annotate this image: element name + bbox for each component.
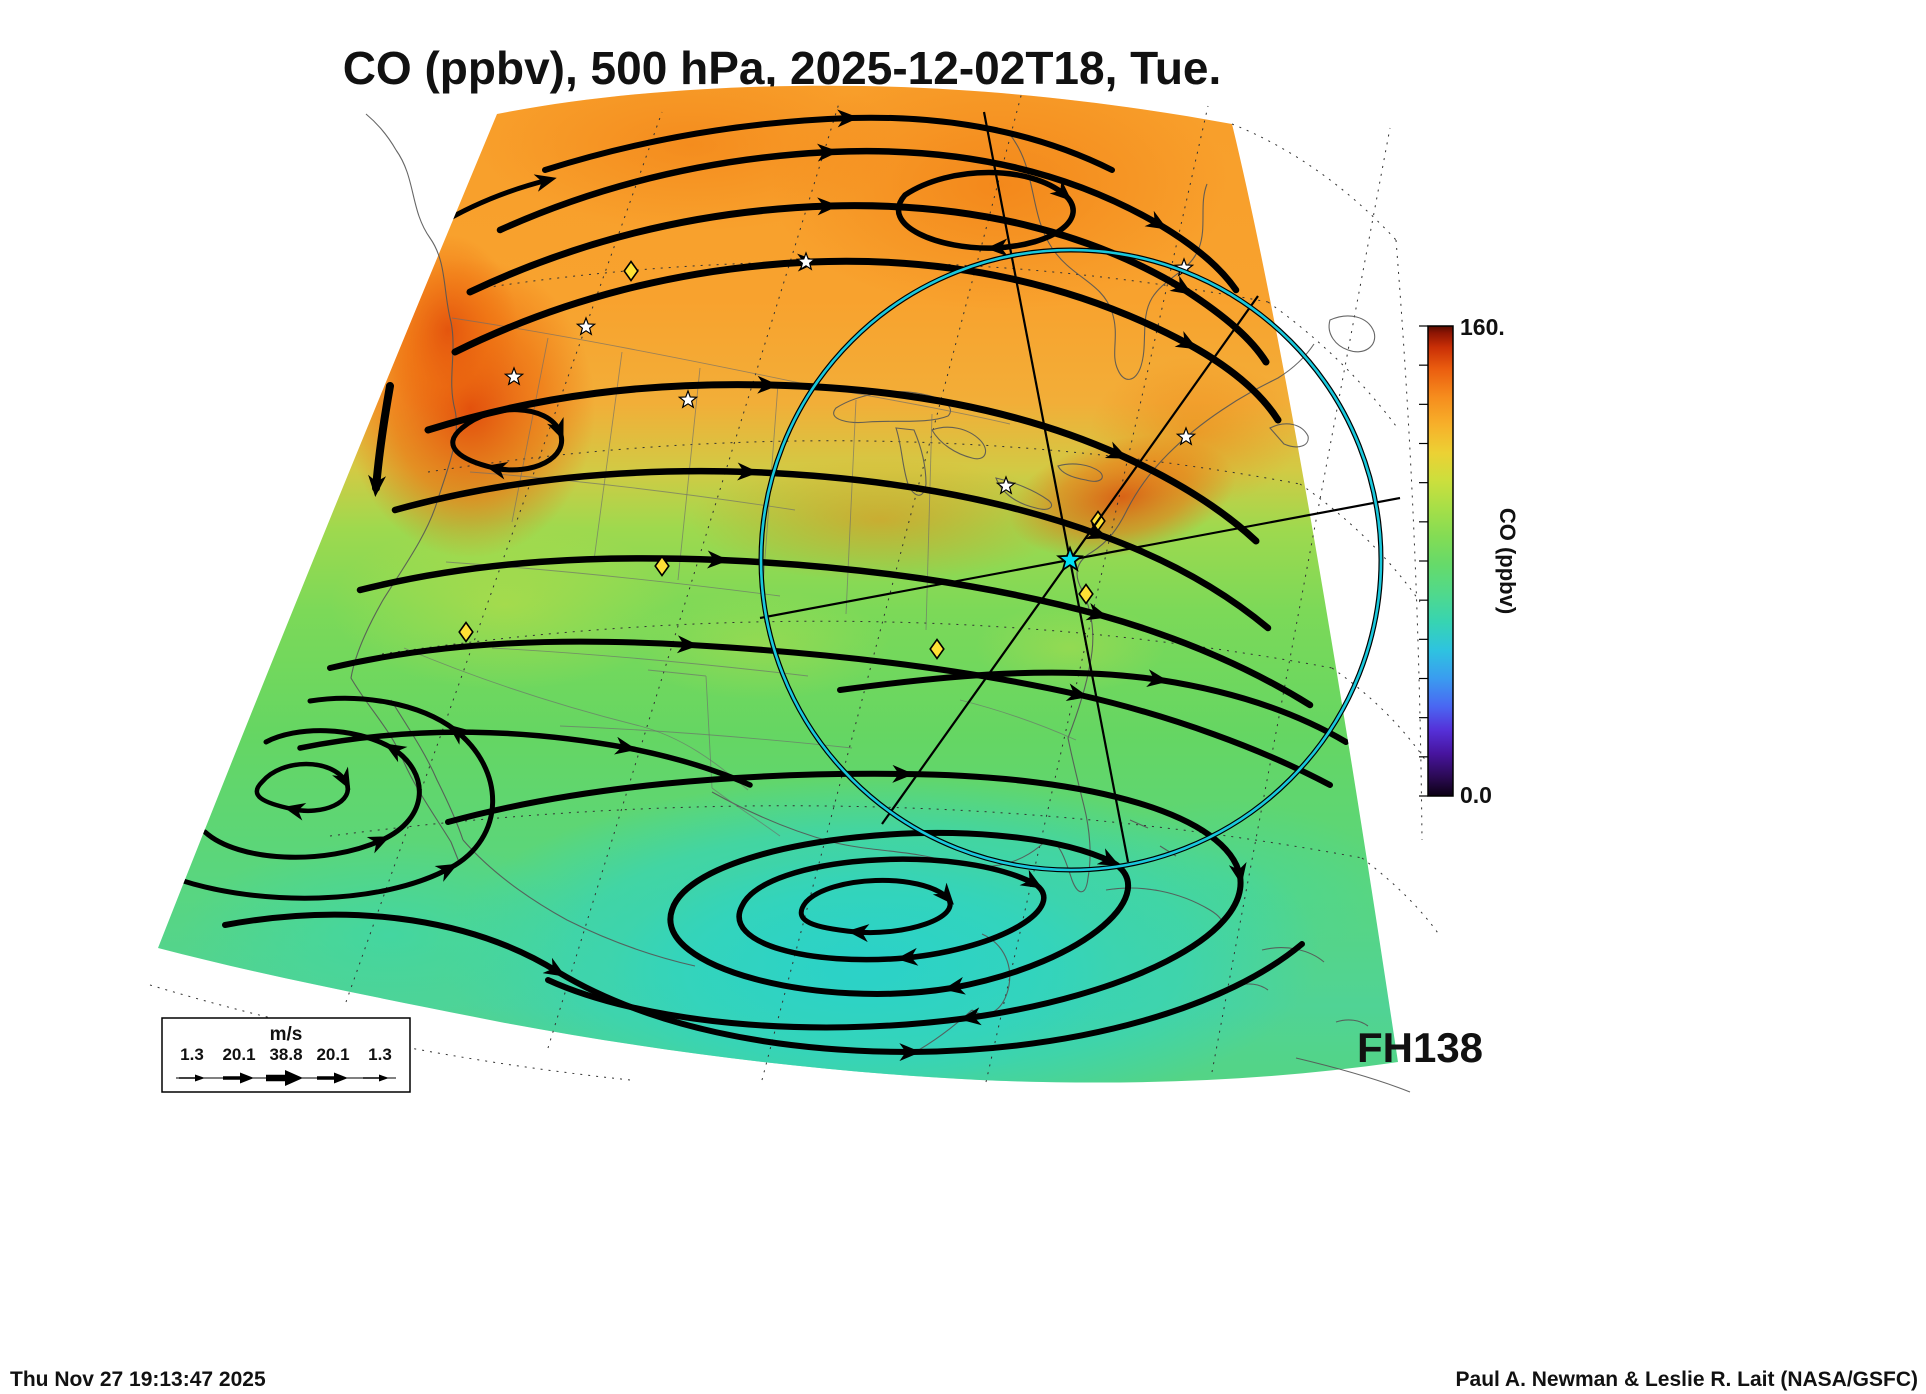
wind-legend-arrows bbox=[176, 1070, 396, 1086]
wind-legend-speed-3: 38.8 bbox=[269, 1045, 302, 1064]
wind-legend-speed-2: 20.1 bbox=[222, 1045, 255, 1064]
credit-text: Paul A. Newman & Leslie R. Lait (NASA/GS… bbox=[1456, 1368, 1918, 1391]
colorbar-title: CO (ppbv) bbox=[1495, 508, 1520, 614]
plot-title: CO (ppbv), 500 hPa, 2025-12-02T18, Tue. bbox=[343, 42, 1222, 94]
wind-legend-units: m/s bbox=[270, 1024, 303, 1045]
co-field bbox=[158, 85, 1398, 1083]
colorbar-min-label: 0.0 bbox=[1460, 782, 1492, 808]
timestamp-text: Thu Nov 27 19:13:47 2025 bbox=[10, 1368, 266, 1391]
colorbar-ticks bbox=[1419, 325, 1428, 797]
wind-legend-speed-4: 20.1 bbox=[316, 1045, 349, 1064]
colorbar-gradient-bar bbox=[1427, 325, 1454, 797]
forecast-hour-label: FH138 bbox=[1357, 1024, 1483, 1071]
bearing-line bbox=[982, 111, 1130, 863]
colorbar-max-label: 160. bbox=[1460, 314, 1505, 340]
wind-legend-speed-1: 1.3 bbox=[180, 1045, 204, 1064]
streamlines bbox=[177, 109, 1349, 1062]
wind-speed-legend: m/s 1.3 20.1 38.8 20.1 1.3 bbox=[161, 1017, 411, 1093]
wind-legend-speed-5: 1.3 bbox=[368, 1045, 392, 1064]
range-ring bbox=[758, 111, 1401, 873]
colorbar: 160. 0.0 CO (ppbv) bbox=[1419, 314, 1520, 808]
range-ring-circle bbox=[759, 248, 1383, 872]
